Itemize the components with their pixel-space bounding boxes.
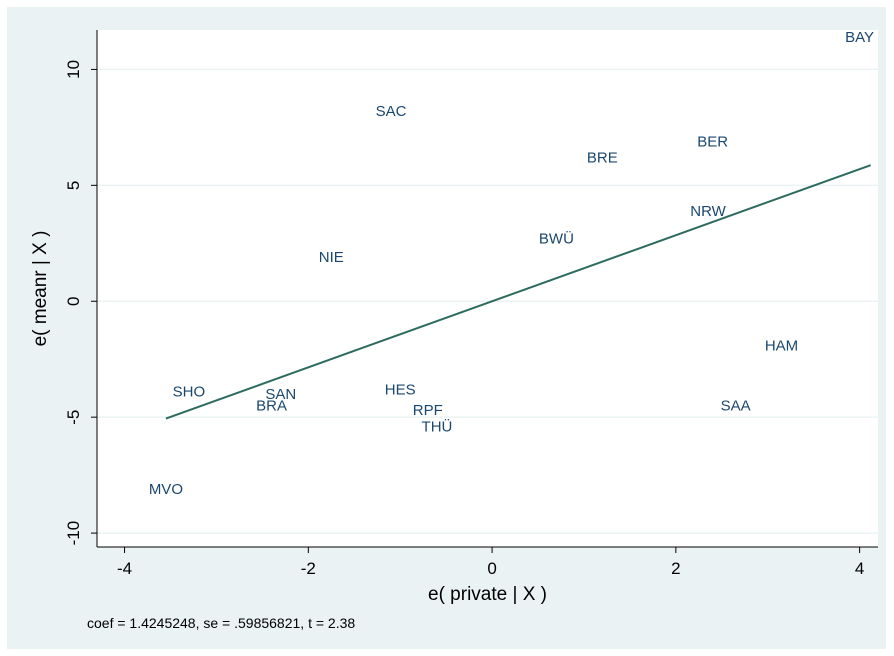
fit-line	[165, 164, 871, 420]
point-label: BRE	[587, 150, 618, 167]
point-label: THÜ	[422, 417, 453, 435]
point-label: SAN	[265, 386, 296, 403]
point-label: SAA	[721, 398, 751, 415]
grid-lines	[97, 68, 878, 534]
y-tick-label: 5	[64, 181, 83, 190]
plot-area	[97, 30, 878, 547]
point-label: BWÜ	[539, 230, 574, 248]
x-tick-label: 0	[487, 559, 496, 578]
point-label: HES	[385, 381, 416, 398]
regression-note: coef = 1.4245248, se = .59856821, t = 2.…	[87, 615, 355, 631]
x-tick-label: -4	[117, 559, 132, 578]
y-tick-label: -10	[64, 521, 83, 546]
point-label: HAM	[765, 337, 798, 354]
point-label: BRA	[256, 398, 287, 415]
point-label: NIE	[319, 249, 344, 266]
point-label: SHO	[173, 384, 206, 401]
y-axis-title: e( meanr | X )	[30, 231, 51, 347]
axes: -10 -5 0 5 10 -4 -2 0 2 4	[64, 30, 878, 578]
point-label: NRW	[690, 203, 726, 220]
point-label: RPF	[413, 402, 443, 419]
x-tick-label: -2	[301, 559, 316, 578]
point-label: BER	[697, 133, 728, 150]
x-tick-label: 4	[855, 559, 864, 578]
y-tick-label: 0	[64, 297, 83, 306]
x-axis-title: e( private | X )	[428, 584, 547, 605]
y-tick-label: -5	[64, 410, 83, 425]
y-tick-label: 10	[64, 60, 83, 79]
point-label: BAY	[845, 29, 874, 46]
point-label: SAC	[376, 103, 407, 120]
x-tick-label: 2	[671, 559, 680, 578]
fit-line-group	[165, 164, 871, 420]
point-label: MVO	[149, 481, 183, 498]
